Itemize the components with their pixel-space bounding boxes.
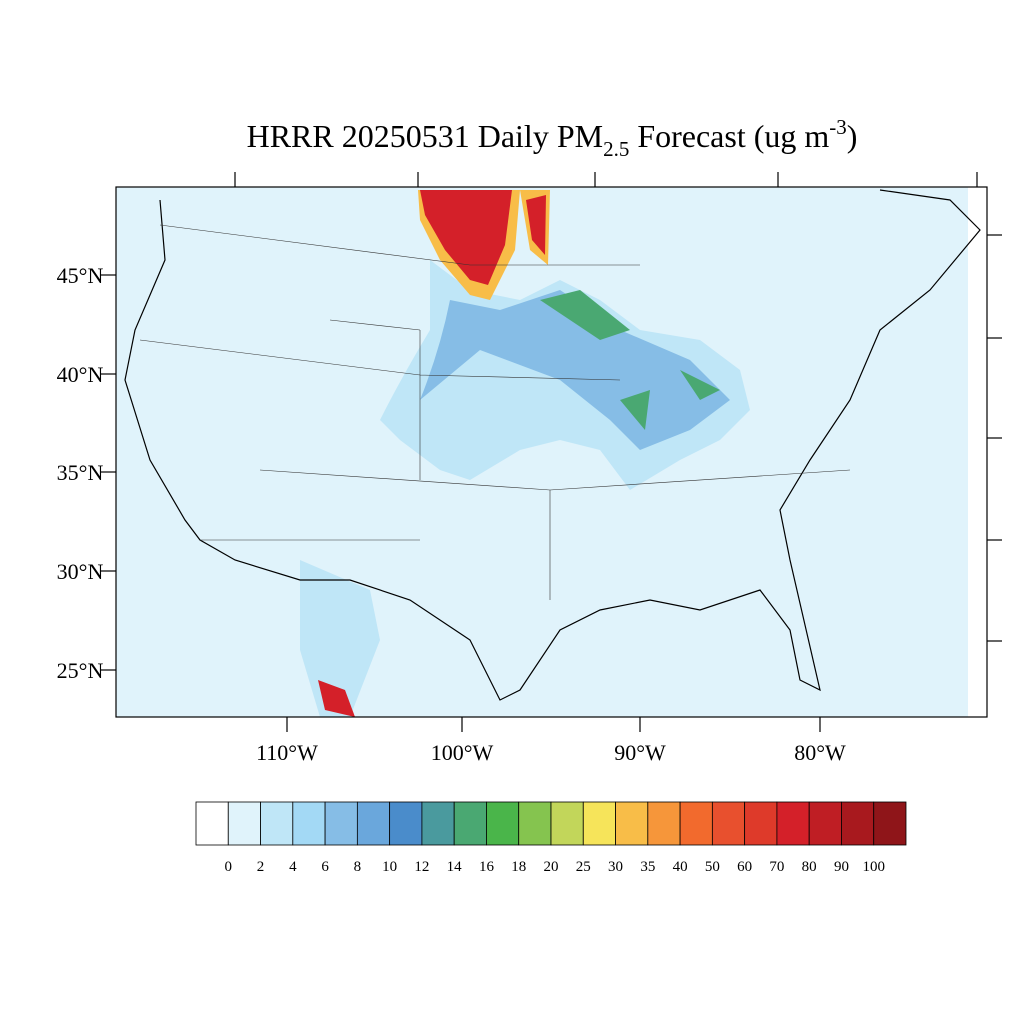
colorbar-label: 40: [673, 859, 688, 875]
colorbar-box: [550, 801, 584, 846]
colorbar-label: 4: [289, 859, 297, 875]
colorbar-label: 35: [640, 859, 655, 875]
colorbar-box: [356, 801, 391, 846]
colorbar-box: [421, 801, 455, 846]
title-sup: -3: [829, 115, 847, 139]
colorbar-box: [679, 801, 713, 846]
plume-mid: [420, 290, 730, 450]
title-main: HRRR 20250531 Daily PM: [247, 118, 603, 154]
lat-label: 40°N: [57, 362, 104, 387]
frame-ticks: [101, 172, 1002, 732]
state-lines: [139, 224, 851, 600]
lon-label: 100°W: [431, 740, 494, 765]
colorbar-label: 60: [737, 859, 752, 875]
colorbar-box: [647, 801, 681, 846]
colorbar-label: 70: [769, 859, 784, 875]
lon-label: 110°W: [256, 740, 318, 765]
map: [101, 172, 1002, 732]
colorbar-box: [582, 801, 616, 846]
colorbar-label: 90: [834, 859, 849, 875]
lat-label: 30°N: [57, 559, 104, 584]
lat-label: 35°N: [57, 460, 104, 485]
title-close: ): [847, 118, 858, 154]
colorbar-box: [518, 801, 552, 846]
colorbar-box: [808, 801, 842, 846]
map-frame: [115, 186, 988, 718]
colorbar-box: [615, 801, 649, 846]
colorbar-box: [195, 801, 229, 846]
colorbar-box: [711, 801, 746, 846]
colorbar-label: 8: [354, 859, 362, 875]
colorbar-label: 25: [576, 859, 591, 875]
colorbar-box: [389, 801, 423, 846]
colorbar-label: 50: [705, 859, 720, 875]
colorbar-box: [292, 801, 326, 846]
colorbar-label: 80: [802, 859, 817, 875]
colorbar-label: 14: [447, 859, 463, 875]
colorbar-box: [873, 801, 907, 846]
colorbar-label: 2: [257, 859, 265, 875]
colorbar-label: 12: [414, 859, 429, 875]
lat-label: 25°N: [57, 658, 104, 683]
plume-green: [540, 290, 720, 430]
colorbar-box: [744, 801, 778, 846]
colorbar-label: 18: [511, 859, 526, 875]
title-sub: 2.5: [603, 137, 629, 161]
lon-label: 90°W: [614, 740, 666, 765]
colorbar-label: 30: [608, 859, 623, 875]
colorbar-label: 0: [225, 859, 233, 875]
lat-label: 45°N: [57, 263, 104, 288]
colorbar-box: [453, 801, 487, 846]
map-field: [116, 187, 968, 717]
plume-south-red: [318, 680, 355, 717]
colorbar-box: [227, 801, 261, 846]
plume-south: [300, 560, 380, 717]
colorbar-box: [260, 801, 294, 846]
lon-label: 80°W: [794, 740, 846, 765]
colorbar-box: [324, 801, 358, 846]
plume-red: [420, 190, 546, 285]
colorbar-label: 6: [321, 859, 329, 875]
title: HRRR 20250531 Daily PM2.5 Forecast (ug m…: [247, 115, 858, 161]
colorbar-box: [486, 801, 520, 846]
coastline: [124, 189, 981, 701]
colorbar-label: 10: [382, 859, 397, 875]
colorbar-box: [776, 801, 810, 846]
colorbar-label: 16: [479, 859, 495, 875]
colorbar-label: 20: [544, 859, 559, 875]
title-rest: Forecast (ug m: [629, 118, 829, 154]
colorbar-box: [841, 801, 875, 846]
colorbar-label: 100: [862, 859, 885, 875]
